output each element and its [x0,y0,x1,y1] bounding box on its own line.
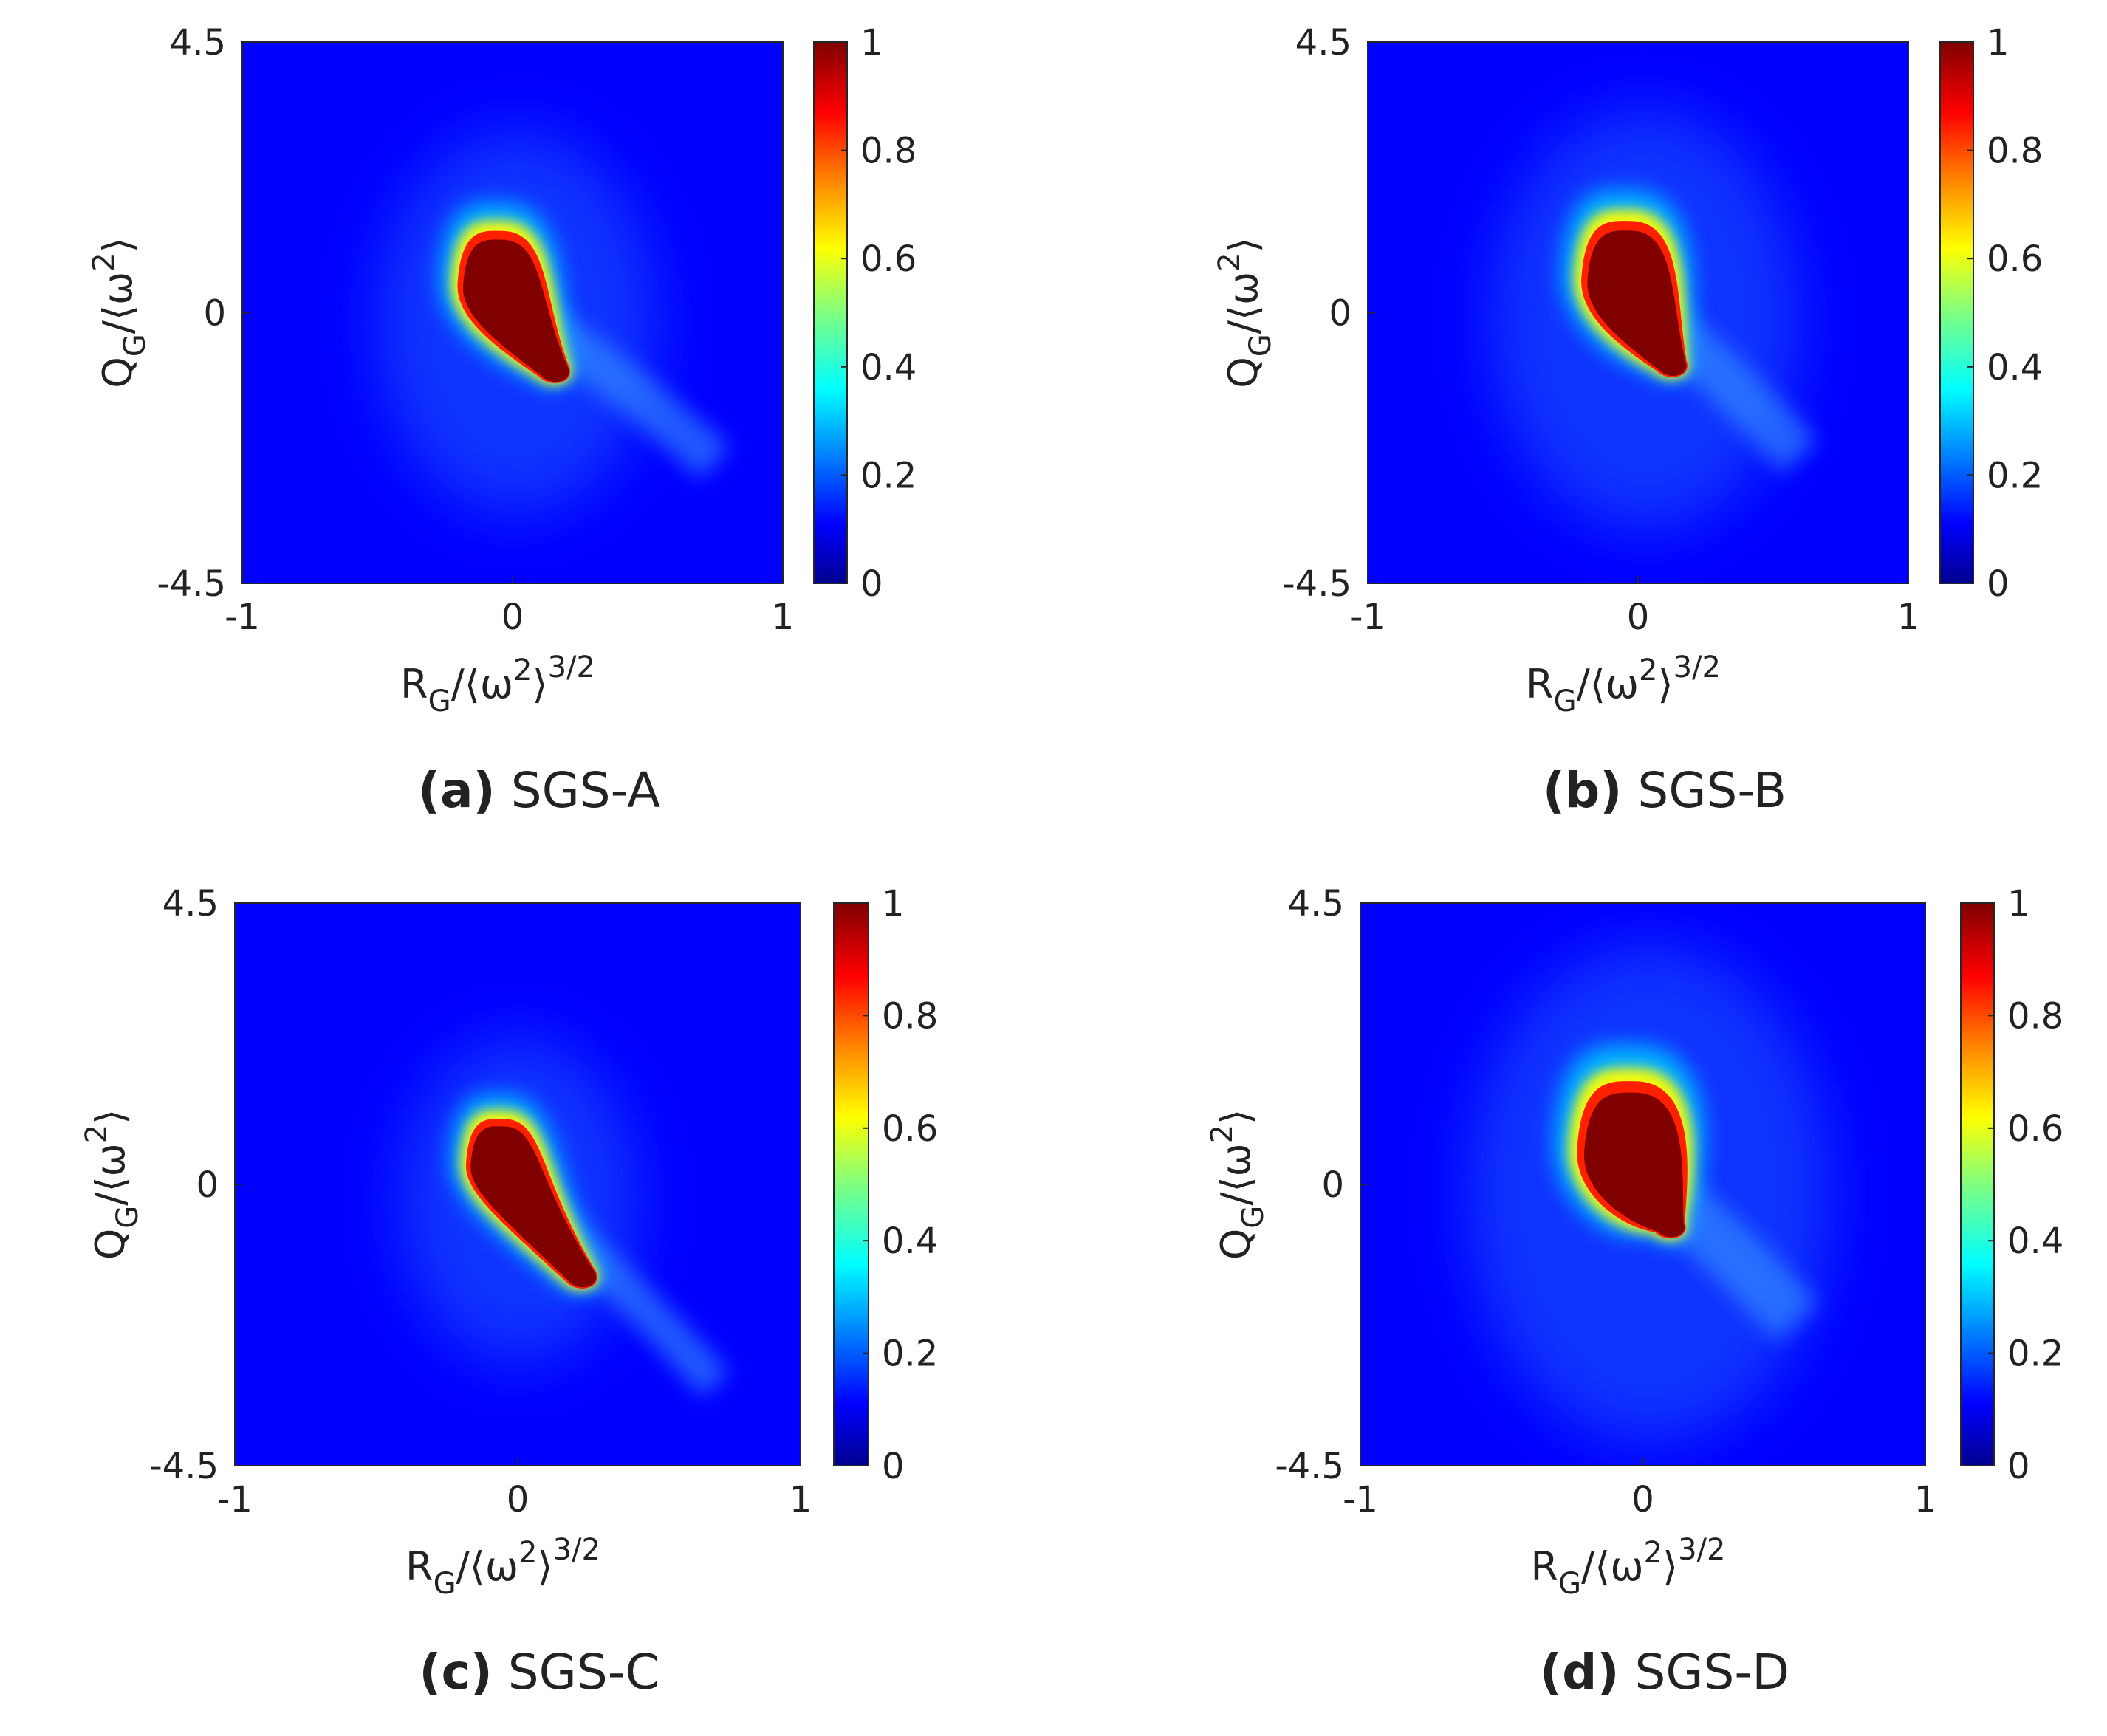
y-axis-label-b: QG/⟨ω2⟩ [1213,237,1278,388]
colorbar-tick-label-b: 0 [1987,563,2010,605]
y-axis-label-c: QG/⟨ω2⟩ [80,1109,145,1260]
colorbar-tick-label-a: 0.6 [860,239,917,280]
y-tick-label-a: 4.5 [170,22,226,64]
x-tick-label-a: -1 [225,597,260,638]
x-tick-label-d: 1 [1914,1479,1937,1520]
colorbar-c [833,902,869,1466]
x-tick-label-b: 1 [1897,597,1920,638]
x-tick-label-b: 0 [1627,597,1650,638]
x-tick-label-d: -1 [1343,1479,1378,1520]
y-tick-label-a: 0 [203,293,226,334]
y-tick-label-b: 4.5 [1295,22,1351,64]
x-axis-label-b: RG/⟨ω2⟩3/2 [1526,651,1721,718]
heatmap-b [1490,109,1818,532]
x-tick-label-a: 0 [501,597,524,638]
heatmap-c [399,1037,730,1398]
caption-a: (a) SGS-A [418,762,660,819]
colorbar-tick-label-b: 1 [1987,22,2010,64]
colorbar-tick-label-c: 0.6 [882,1108,938,1150]
y-axis-label-d: QG/⟨ω2⟩ [1205,1109,1270,1260]
x-tick-label-c: 0 [507,1479,530,1520]
x-tick-label-d: 0 [1631,1479,1654,1520]
y-axis-label-a: QG/⟨ω2⟩ [87,237,152,388]
colorbar-tick-label-a: 0.4 [860,347,917,388]
heatmap-a [376,131,730,515]
colorbar-tick-label-a: 0.8 [860,131,917,172]
panel-d: -1 0 1 4.5 0 -4.5 RG/⟨ω2⟩3/2 QG/⟨ω2⟩ 1 0.8 0.6 0.4 0… [1205,883,2063,1701]
colorbar-tick-label-b: 0.4 [1987,347,2043,388]
heatmap-d [1467,944,1832,1444]
colorbar-tick-label-b: 0.2 [1987,455,2043,496]
caption-c: (c) SGS-C [419,1644,659,1701]
y-tick-label-c: 0 [196,1164,219,1206]
colorbar-tick-label-b: 0.8 [1987,131,2043,172]
y-tick-label-c: 4.5 [162,883,219,924]
colorbar-tick-label-c: 1 [882,883,905,924]
colorbar-tick-label-a: 0 [860,563,883,605]
y-tick-label-b: 0 [1329,293,1351,334]
y-tick-label-d: 4.5 [1288,883,1344,924]
colorbar-tick-label-d: 0.4 [2007,1221,2063,1262]
panel-a: -1 0 1 4.5 0 -4.5 RG/⟨ω2⟩3/2 QG/⟨ω2⟩ 1 0.8 0.6 0.4 0… [87,22,917,819]
colorbar-tick-label-c: 0.8 [882,995,938,1037]
colorbar-tick-label-d: 0 [2007,1446,2030,1487]
panel-b: -1 0 1 4.5 0 -4.5 RG/⟨ω2⟩3/2 QG/⟨ω2⟩ 1 0.8 0.6 0.4 0… [1213,22,2043,819]
colorbar-tick-label-d: 0.6 [2007,1108,2063,1150]
caption-b: (b) SGS-B [1543,762,1786,819]
x-tick-label-b: -1 [1350,597,1385,638]
colorbar-d [1960,902,1995,1466]
y-tick-label-b: -4.5 [1282,563,1351,605]
colorbar-tick-label-a: 1 [860,22,883,64]
y-tick-label-d: -4.5 [1275,1446,1344,1487]
x-tick-label-c: -1 [217,1479,253,1520]
x-axis-label-d: RG/⟨ω2⟩3/2 [1531,1533,1726,1601]
x-tick-label-c: 1 [789,1479,812,1520]
level-core-a [463,239,569,382]
colorbar-tick-label-c: 0 [882,1446,905,1487]
colorbar-tick-label-c: 0.2 [882,1334,938,1375]
level-core-b [1587,230,1687,376]
panel-c: -1 0 1 4.5 0 -4.5 RG/⟨ω2⟩3/2 QG/⟨ω2⟩ 1 0.8 0.6 0.4 0… [80,883,938,1701]
y-tick-label-d: 0 [1321,1164,1344,1206]
panels: -1 0 1 4.5 0 -4.5 RG/⟨ω2⟩3/2 QG/⟨ω2⟩ 1 0.8 0.6 0.4 0… [80,22,2063,1701]
y-tick-label-c: -4.5 [149,1446,219,1487]
colorbar-tick-label-b: 0.6 [1987,239,2043,280]
x-axis-label-a: RG/⟨ω2⟩3/2 [400,651,595,718]
colorbar-tick-label-d: 0.8 [2007,995,2063,1037]
level-core-c [470,1126,597,1288]
caption-d: (d) SGS-D [1540,1644,1789,1701]
colorbar-b [1939,41,1974,584]
level-core-d [1583,1092,1685,1238]
x-axis-label-c: RG/⟨ω2⟩3/2 [405,1533,600,1601]
y-tick-label-a: -4.5 [157,563,226,605]
x-tick-label-a: 1 [772,597,795,638]
colorbar-a [813,41,848,584]
colorbar-tick-label-a: 0.2 [860,455,917,496]
colorbar-tick-label-d: 0.2 [2007,1334,2063,1375]
colorbar-tick-label-d: 1 [2007,883,2030,924]
colorbar-tick-label-c: 0.4 [882,1221,938,1262]
